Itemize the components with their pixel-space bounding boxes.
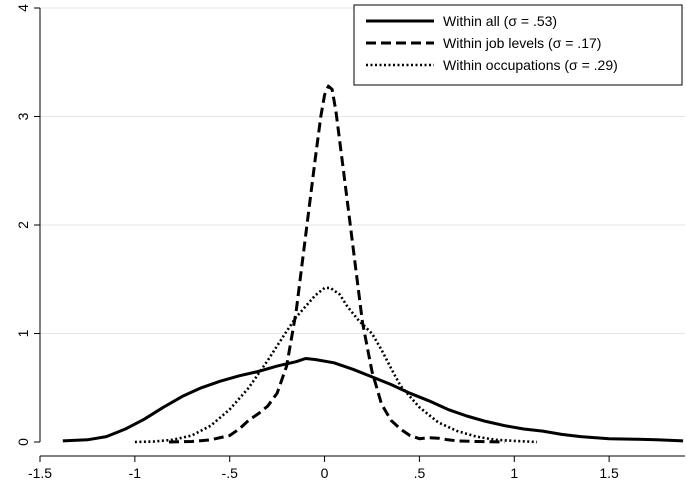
legend: Within all (σ = .53) Within job levels (σ… — [353, 4, 683, 86]
x-tick-label: 1 — [510, 465, 518, 481]
series-line-solid — [62, 357, 684, 443]
series-lines — [62, 84, 684, 444]
x-tick-label: -1 — [129, 465, 142, 481]
y-tick-label: 0 — [15, 438, 31, 446]
x-tick-label: -1.5 — [28, 465, 52, 481]
legend-label: Within job levels (σ = .17) — [443, 35, 601, 51]
x-tick-label: -.5 — [222, 465, 239, 481]
y-tick-label: 1 — [15, 329, 31, 337]
x-tick-label: 0 — [321, 465, 329, 481]
axes: 0 1 2 3 4 -1.5 -1 -.5 0 .5 1 1.5 — [15, 4, 685, 481]
legend-label: Within all (σ = .53) — [443, 13, 557, 29]
x-tick-label: .5 — [414, 465, 426, 481]
series-line-dotted — [134, 286, 538, 444]
y-tick-label: 4 — [15, 4, 31, 12]
legend-label: Within occupations (σ = .29) — [443, 57, 618, 73]
legend-box — [353, 4, 683, 86]
y-tick-label: 3 — [15, 112, 31, 120]
x-tick-label: 1.5 — [599, 465, 619, 481]
y-tick-label: 2 — [15, 221, 31, 229]
series-line-dashed — [168, 84, 505, 444]
